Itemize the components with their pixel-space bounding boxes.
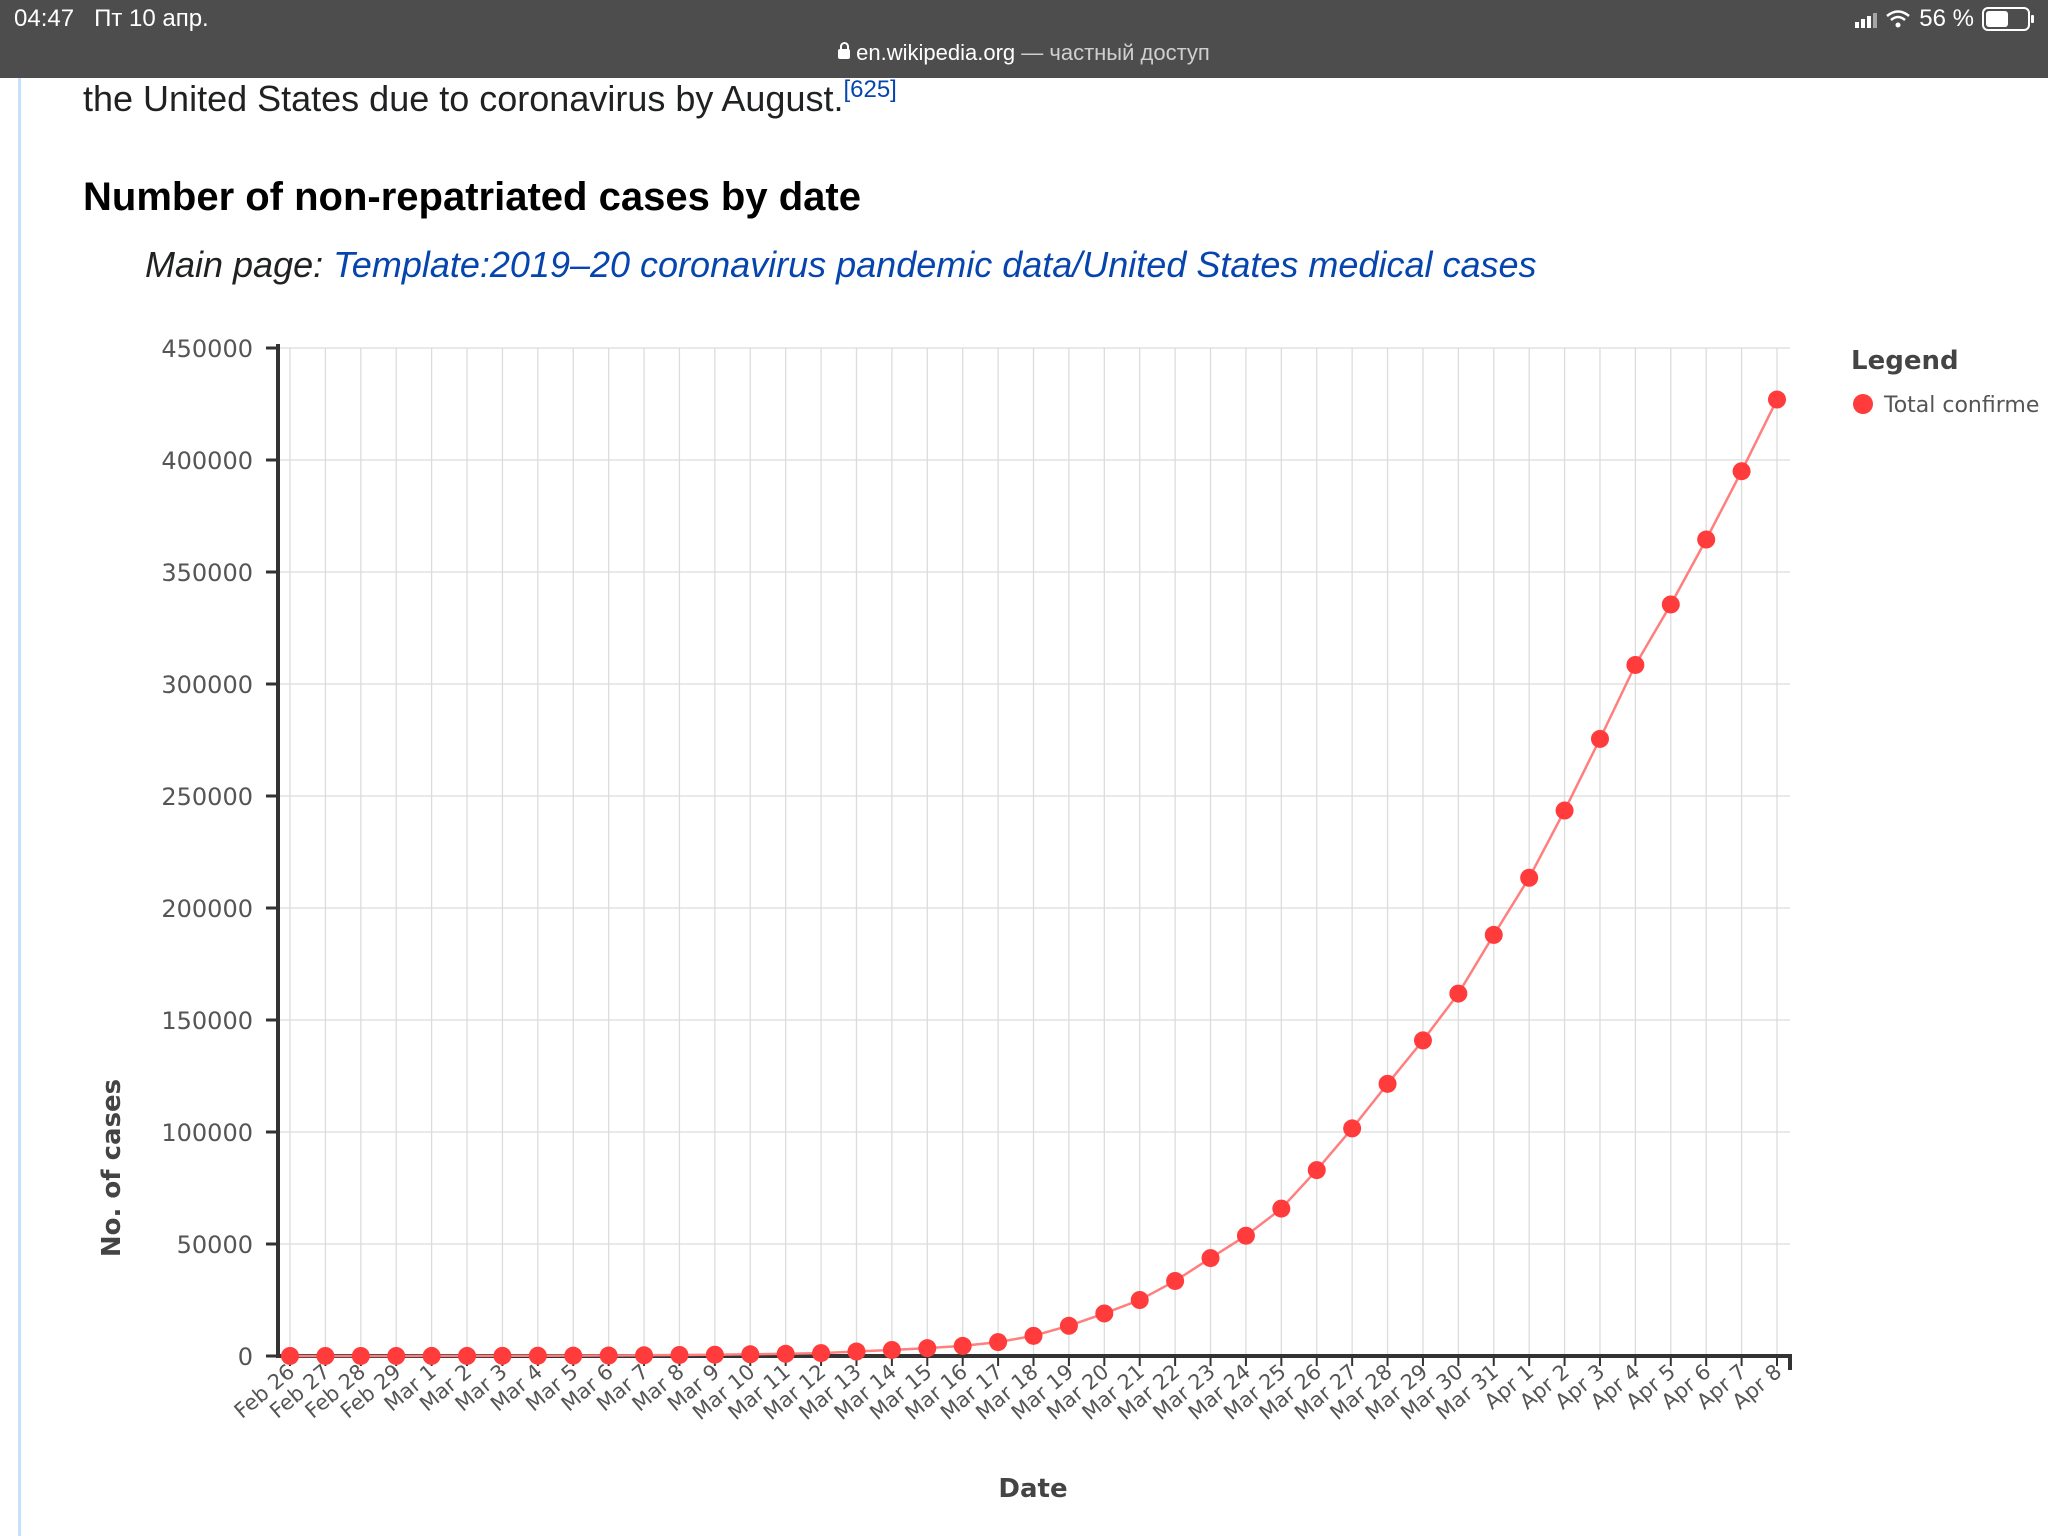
y-tick-label: 100000 xyxy=(161,1119,253,1147)
y-tick-label: 250000 xyxy=(161,783,253,811)
data-point xyxy=(316,1346,335,1365)
url-domain: en.wikipedia.org xyxy=(856,40,1016,65)
data-point xyxy=(1661,595,1680,614)
data-point xyxy=(1590,729,1609,748)
data-point xyxy=(1413,1031,1432,1050)
data-point xyxy=(351,1346,370,1365)
legend-title: Legend xyxy=(1851,346,1959,376)
data-point xyxy=(599,1346,618,1365)
status-bar: 04:47 Пт 10 апр. 56 % en.wikipedia.org —… xyxy=(0,0,2048,78)
data-point xyxy=(281,1346,299,1365)
y-tick-label: 450000 xyxy=(161,335,253,363)
data-point xyxy=(918,1339,937,1358)
chart-legend: Legend Total confirme xyxy=(1851,346,2039,418)
data-point xyxy=(1059,1316,1078,1335)
wifi-icon xyxy=(1886,10,1911,28)
data-point xyxy=(953,1336,972,1355)
data-point xyxy=(1732,462,1751,481)
data-point xyxy=(493,1346,512,1365)
intro-paragraph: the United States due to coronavirus by … xyxy=(83,76,897,120)
data-point xyxy=(1343,1119,1362,1138)
battery-percent: 56 % xyxy=(1919,5,1974,32)
data-point xyxy=(1520,868,1539,887)
chart-grid xyxy=(278,347,1790,1357)
cases-chart: 0 50000 100000 150000 200000 250000 300000 3500… xyxy=(97,335,2039,1504)
y-tick-label: 350000 xyxy=(161,559,253,587)
data-point xyxy=(705,1345,724,1364)
data-point xyxy=(882,1340,901,1359)
data-point xyxy=(812,1344,831,1363)
y-tick-label: 300000 xyxy=(161,671,253,699)
data-point xyxy=(1095,1304,1114,1323)
data-point xyxy=(1166,1271,1185,1290)
data-point xyxy=(635,1346,654,1365)
data-point xyxy=(1201,1249,1220,1268)
data-point xyxy=(1130,1291,1149,1309)
data-point xyxy=(1024,1326,1043,1345)
data-point xyxy=(1307,1161,1326,1180)
data-point xyxy=(1378,1074,1397,1093)
legend-marker xyxy=(1853,394,1873,414)
data-point xyxy=(776,1344,795,1363)
section-heading: Number of non-repatriated cases by date xyxy=(83,175,861,219)
citation-link[interactable]: [625] xyxy=(843,76,897,103)
data-point xyxy=(458,1346,477,1365)
chart-axes xyxy=(266,344,1792,1370)
data-point xyxy=(1697,530,1716,549)
battery-icon xyxy=(1982,7,2034,31)
lock-icon xyxy=(838,42,851,59)
data-point xyxy=(1768,390,1786,409)
y-tick-label: 200000 xyxy=(161,895,253,923)
date: Пт 10 апр. xyxy=(94,5,209,32)
data-point xyxy=(1626,655,1645,674)
hatnote-prefix: Main page: xyxy=(145,244,334,285)
data-point xyxy=(1272,1199,1291,1218)
data-point xyxy=(1449,984,1468,1003)
status-time: 04:47 Пт 10 апр. xyxy=(14,5,209,33)
data-point xyxy=(741,1345,760,1364)
data-point xyxy=(422,1346,441,1365)
main-page-link[interactable]: Template:2019–20 coronavirus pandemic da… xyxy=(333,244,1537,285)
data-point xyxy=(528,1346,547,1365)
y-axis-label: No. of cases xyxy=(97,1079,127,1257)
data-point xyxy=(847,1342,866,1361)
clock: 04:47 xyxy=(14,5,75,32)
x-axis-label: Date xyxy=(998,1474,1067,1504)
y-tick-label: 0 xyxy=(238,1343,253,1371)
series-total-confirmed xyxy=(281,390,1786,1365)
y-tick-label: 150000 xyxy=(161,1007,253,1035)
status-indicators: 56 % xyxy=(1855,5,2034,33)
address-bar[interactable]: en.wikipedia.org — частный доступ xyxy=(0,40,2048,66)
data-point xyxy=(1484,925,1503,944)
content-left-border xyxy=(18,78,21,1536)
intro-sentence: the United States due to coronavirus by … xyxy=(83,78,844,119)
data-point xyxy=(564,1346,583,1365)
legend-entry: Total confirme xyxy=(1883,393,2039,418)
hatnote: Main page: Template:2019–20 coronavirus … xyxy=(145,244,1537,286)
data-point xyxy=(989,1333,1008,1352)
y-tick-label: 400000 xyxy=(161,447,253,475)
y-tick-labels: 0 50000 100000 150000 200000 250000 300000 3500… xyxy=(161,335,253,1371)
data-point xyxy=(1236,1226,1255,1245)
private-mode-label: — частный доступ xyxy=(1021,40,1210,65)
data-point xyxy=(1555,801,1574,820)
cellular-signal-icon xyxy=(1855,10,1878,28)
y-tick-label: 50000 xyxy=(177,1231,253,1259)
data-point xyxy=(387,1346,406,1365)
data-point xyxy=(670,1345,689,1364)
